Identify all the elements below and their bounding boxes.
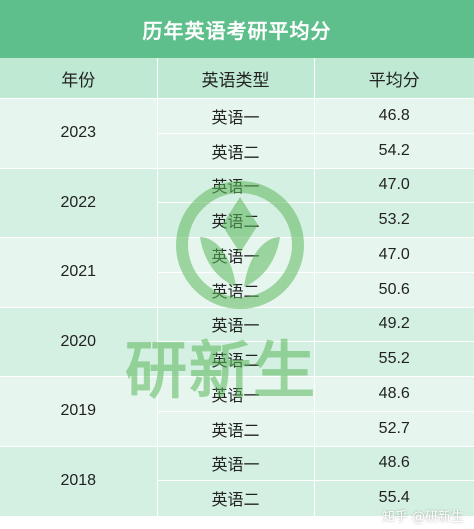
score-cell: 50.6	[314, 271, 474, 307]
score-cell: 48.6	[314, 445, 474, 481]
table-row: 2018 英语一 48.6	[0, 445, 474, 516]
table-row: 2019 英语一 48.6	[0, 376, 474, 446]
table-row: 英语二 55.4	[0, 480, 474, 516]
table-body: 2023 英语一 46.8 英语二 54.2 2022 英语一 47.0 英语二 53.2 2021…	[0, 98, 474, 516]
type-cell: 英语二	[157, 202, 315, 238]
score-cell: 55.2	[314, 341, 474, 377]
score-cell: 54.2	[314, 132, 474, 168]
score-cell: 49.2	[314, 306, 474, 342]
type-cell: 英语二	[157, 132, 315, 168]
year-cell: 2020	[0, 306, 158, 377]
table-row: 英语二 54.2	[0, 132, 474, 168]
type-cell: 英语一	[157, 237, 315, 273]
type-cell: 英语二	[157, 271, 315, 307]
table-row: 2021 英语一 47.0	[0, 237, 474, 307]
type-cell: 英语一	[157, 306, 315, 342]
score-cell: 55.4	[314, 480, 474, 516]
score-table: 年份 英语类型 平均分 2023 英语一 46.8 英语二 54.2 2022 英语一 47.…	[0, 58, 474, 516]
year-cell: 2021	[0, 237, 158, 307]
table-row: 2022 英语一 47.0	[0, 167, 474, 238]
table-row: 2020 英语一 49.2	[0, 306, 474, 377]
year-cell: 2022	[0, 167, 158, 238]
table-row: 英语二 55.2	[0, 341, 474, 377]
type-cell: 英语二	[157, 480, 315, 516]
type-cell: 英语一	[157, 376, 315, 412]
table-row: 英语二 52.7	[0, 410, 474, 446]
table-header-row: 年份 英语类型 平均分	[0, 58, 474, 99]
type-cell: 英语二	[157, 410, 315, 446]
score-cell: 52.7	[314, 410, 474, 446]
score-cell: 53.2	[314, 202, 474, 238]
credit-text: 知乎 @研新生	[381, 510, 464, 525]
score-cell: 47.0	[314, 167, 474, 203]
score-cell: 46.8	[314, 98, 474, 134]
table-row: 2023 英语一 46.8	[0, 98, 474, 168]
score-cell: 47.0	[314, 237, 474, 273]
type-cell: 英语一	[157, 167, 315, 203]
header-year: 年份	[0, 58, 158, 99]
header-type: 英语类型	[157, 58, 315, 99]
year-cell: 2018	[0, 445, 158, 516]
year-cell: 2019	[0, 376, 158, 446]
score-cell: 48.6	[314, 376, 474, 412]
type-cell: 英语二	[157, 341, 315, 377]
type-cell: 英语一	[157, 98, 315, 134]
year-cell: 2023	[0, 98, 158, 168]
type-cell: 英语一	[157, 445, 315, 481]
table-title: 历年英语考研平均分	[0, 0, 474, 58]
header-score: 平均分	[314, 58, 474, 99]
